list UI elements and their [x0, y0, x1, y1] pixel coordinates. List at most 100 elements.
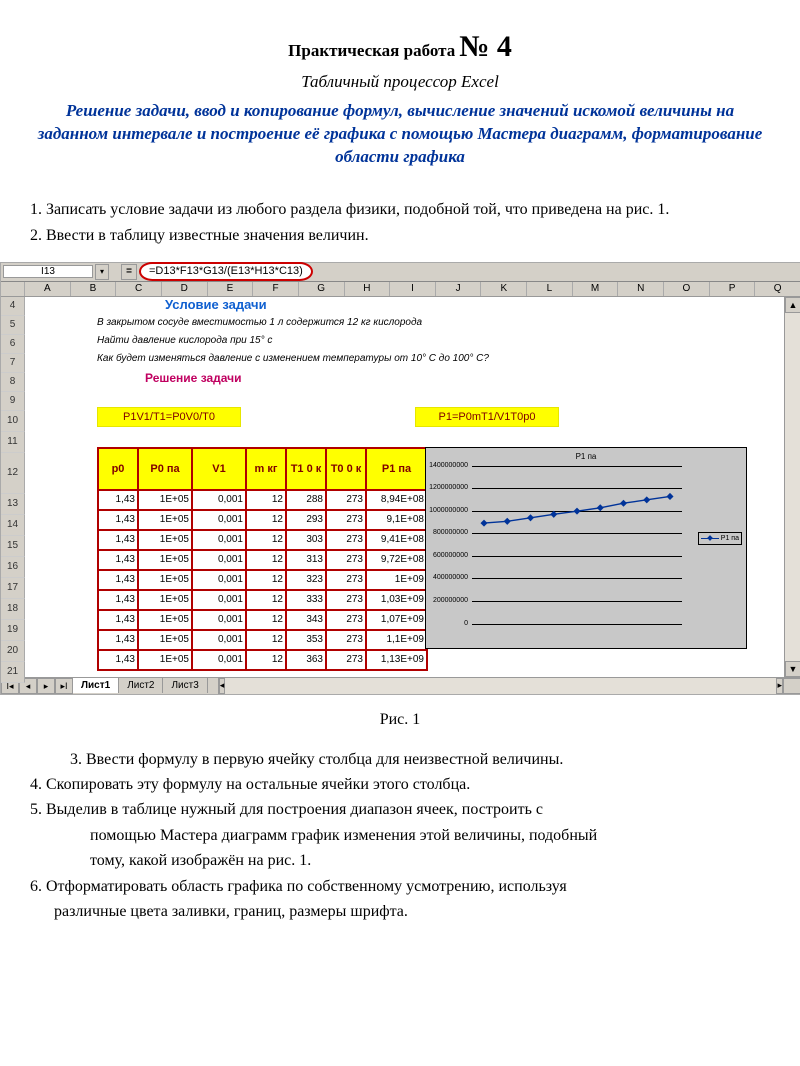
- table-cell[interactable]: 1E+05: [138, 550, 192, 570]
- table-cell[interactable]: 9,72E+08: [366, 550, 427, 570]
- row-header[interactable]: 16: [1, 557, 25, 578]
- table-cell[interactable]: 8,94E+08: [366, 490, 427, 510]
- col-header[interactable]: E: [208, 282, 254, 296]
- table-cell[interactable]: 0,001: [192, 590, 246, 610]
- table-cell[interactable]: 353: [286, 630, 326, 650]
- table-cell[interactable]: 12: [246, 550, 286, 570]
- col-header[interactable]: F: [253, 282, 299, 296]
- col-header[interactable]: J: [436, 282, 482, 296]
- table-cell[interactable]: 1,43: [98, 550, 138, 570]
- sheet-content[interactable]: Условие задачи В закрытом сосуде вместим…: [25, 297, 784, 677]
- row-header[interactable]: 13: [1, 494, 25, 515]
- row-header[interactable]: 6: [1, 335, 25, 354]
- scroll-up-icon[interactable]: ▲: [785, 297, 800, 313]
- table-cell[interactable]: 1E+05: [138, 610, 192, 630]
- table-cell[interactable]: 9,41E+08: [366, 530, 427, 550]
- col-header[interactable]: H: [345, 282, 391, 296]
- namebox-dropdown-icon[interactable]: ▾: [95, 264, 109, 280]
- row-header[interactable]: 8: [1, 373, 25, 392]
- table-cell[interactable]: 273: [326, 490, 366, 510]
- table-cell[interactable]: 0,001: [192, 650, 246, 670]
- table-cell[interactable]: 273: [326, 630, 366, 650]
- table-cell[interactable]: 12: [246, 590, 286, 610]
- row-header[interactable]: 4: [1, 297, 25, 316]
- table-cell[interactable]: 12: [246, 530, 286, 550]
- table-cell[interactable]: 293: [286, 510, 326, 530]
- row-header[interactable]: 19: [1, 620, 25, 641]
- table-cell[interactable]: 0,001: [192, 630, 246, 650]
- col-header[interactable]: I: [390, 282, 436, 296]
- table-cell[interactable]: 12: [246, 570, 286, 590]
- table-cell[interactable]: 0,001: [192, 490, 246, 510]
- table-cell[interactable]: 1,13E+09: [366, 650, 427, 670]
- table-cell[interactable]: 1,03E+09: [366, 590, 427, 610]
- chart[interactable]: P1 па 0200000000400000000600000000800000…: [425, 447, 747, 649]
- table-cell[interactable]: 363: [286, 650, 326, 670]
- table-cell[interactable]: 273: [326, 610, 366, 630]
- horizontal-scrollbar[interactable]: ◂ ▸: [218, 678, 783, 694]
- table-cell[interactable]: 1,43: [98, 530, 138, 550]
- col-header[interactable]: D: [162, 282, 208, 296]
- col-header[interactable]: K: [481, 282, 527, 296]
- row-header[interactable]: 7: [1, 354, 25, 373]
- row-header[interactable]: 21: [1, 662, 25, 683]
- table-cell[interactable]: 273: [326, 550, 366, 570]
- col-header[interactable]: G: [299, 282, 345, 296]
- table-cell[interactable]: 273: [326, 510, 366, 530]
- row-header[interactable]: 10: [1, 411, 25, 432]
- table-cell[interactable]: 1,43: [98, 630, 138, 650]
- table-cell[interactable]: 1E+05: [138, 570, 192, 590]
- table-cell[interactable]: 1E+05: [138, 650, 192, 670]
- table-cell[interactable]: 0,001: [192, 530, 246, 550]
- table-cell[interactable]: 1E+05: [138, 510, 192, 530]
- table-cell[interactable]: 1E+09: [366, 570, 427, 590]
- table-cell[interactable]: 1,43: [98, 510, 138, 530]
- table-cell[interactable]: 12: [246, 510, 286, 530]
- table-cell[interactable]: 0,001: [192, 610, 246, 630]
- table-cell[interactable]: 1,1E+09: [366, 630, 427, 650]
- sheet-tab[interactable]: Лист3: [163, 678, 207, 693]
- table-cell[interactable]: 343: [286, 610, 326, 630]
- scroll-track[interactable]: [785, 313, 800, 661]
- table-cell[interactable]: 1E+05: [138, 530, 192, 550]
- table-cell[interactable]: 1,43: [98, 650, 138, 670]
- col-header[interactable]: O: [664, 282, 710, 296]
- col-header[interactable]: C: [116, 282, 162, 296]
- vertical-scrollbar[interactable]: ▲ ▼: [784, 297, 800, 677]
- col-header[interactable]: M: [573, 282, 619, 296]
- table-cell[interactable]: 12: [246, 630, 286, 650]
- table-cell[interactable]: 1E+05: [138, 490, 192, 510]
- table-cell[interactable]: 1,43: [98, 490, 138, 510]
- row-header[interactable]: 11: [1, 432, 25, 453]
- scroll-track[interactable]: [225, 678, 776, 694]
- scroll-down-icon[interactable]: ▼: [785, 661, 800, 677]
- sheet-tab[interactable]: Лист1: [73, 678, 119, 693]
- table-cell[interactable]: 1E+05: [138, 590, 192, 610]
- col-header[interactable]: Q: [755, 282, 800, 296]
- table-cell[interactable]: 1,07E+09: [366, 610, 427, 630]
- col-header[interactable]: P: [710, 282, 756, 296]
- col-header[interactable]: N: [618, 282, 664, 296]
- table-cell[interactable]: 1,43: [98, 590, 138, 610]
- table-cell[interactable]: 0,001: [192, 550, 246, 570]
- table-cell[interactable]: 273: [326, 590, 366, 610]
- table-cell[interactable]: 1,43: [98, 570, 138, 590]
- formula-input[interactable]: =D13*F13*G13/(E13*H13*C13): [139, 262, 313, 281]
- tab-nav-next-icon[interactable]: ▸: [37, 678, 55, 694]
- table-cell[interactable]: 12: [246, 490, 286, 510]
- table-cell[interactable]: 333: [286, 590, 326, 610]
- table-cell[interactable]: 313: [286, 550, 326, 570]
- row-header[interactable]: 20: [1, 641, 25, 662]
- table-cell[interactable]: 9,1E+08: [366, 510, 427, 530]
- col-header[interactable]: L: [527, 282, 573, 296]
- sheet-tab[interactable]: Лист2: [119, 678, 163, 693]
- row-header[interactable]: 17: [1, 578, 25, 599]
- row-header[interactable]: 18: [1, 599, 25, 620]
- table-cell[interactable]: 1E+05: [138, 630, 192, 650]
- table-cell[interactable]: 1,43: [98, 610, 138, 630]
- row-header[interactable]: 15: [1, 536, 25, 557]
- table-cell[interactable]: 12: [246, 650, 286, 670]
- row-header[interactable]: 9: [1, 392, 25, 411]
- table-cell[interactable]: 0,001: [192, 510, 246, 530]
- table-cell[interactable]: 12: [246, 610, 286, 630]
